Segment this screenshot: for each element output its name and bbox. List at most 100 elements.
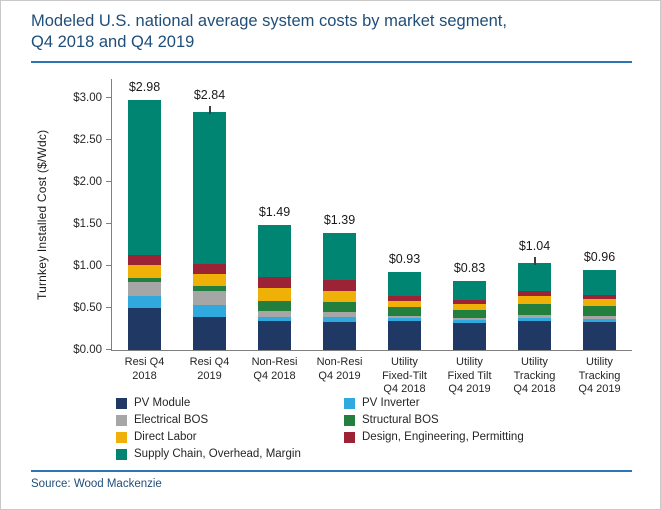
y-tick-mark [106,307,111,309]
legend-label: PV Inverter [362,397,420,410]
bar-column-4: $1.39 Non-Resi Q4 2019 [307,79,372,381]
legend-swatch [344,431,355,443]
segment-pv-module [583,321,616,351]
segment-direct-labor [258,288,291,301]
segment-pv-inverter [193,304,226,317]
legend-label: Supply Chain, Overhead, Margin [134,448,301,461]
segment-structural-bos [128,277,161,283]
stacked-bar [453,280,486,351]
y-tick-mark [106,181,111,183]
segment-electrical-bos [518,314,551,319]
segment-electrical-bos [258,310,291,317]
segment-pv-module [388,320,421,351]
segment-design-engineering-permitting [583,294,616,299]
segment-pv-inverter [323,317,356,322]
legend-label: Structural BOS [362,414,439,427]
bar-column-7: $1.04 Utility Tracking Q4 2018 [502,79,567,395]
bar-total-label: $0.96 [583,249,616,264]
bar-total-label: $1.04 [518,238,551,253]
legend-swatch [116,397,127,409]
segment-electrical-bos [453,317,486,321]
bar-column-6: $0.83 Utility Fixed Tilt Q4 2019 [437,79,502,396]
segment-electrical-bos [128,282,161,297]
bar-total-label: $2.84 [193,87,226,102]
y-axis-title: Turnkey Installed Cost ($/Wdc) [35,130,49,301]
x-category-label: Resi Q4 2019 [189,356,230,382]
bar-column-3: $1.49 Non-Resi Q4 2018 [242,79,307,382]
stacked-bar [258,225,291,351]
segment-direct-labor [323,290,356,303]
source-text: Source: Wood Mackenzie [31,478,162,491]
y-tick-mark [106,265,111,267]
segment-pv-module [258,320,291,351]
y-tick-label: $3.00 [73,92,102,105]
segment-supply-chain-overhead-margin [583,269,616,295]
stacked-bar [388,272,421,351]
segment-electrical-bos [583,315,616,320]
segment-direct-labor [583,298,616,306]
segment-pv-inverter [388,318,421,321]
segment-pv-inverter [583,319,616,322]
legend-swatch [344,397,355,409]
error-tick [208,105,211,114]
segment-pv-inverter [128,296,161,309]
x-category-label: Non-Resi Q4 2018 [251,356,298,382]
y-tick-mark [106,349,111,351]
y-tick-mark [106,139,111,141]
segment-design-engineering-permitting [258,277,291,289]
legend-item-direct-labor: Direct Labor [116,431,344,443]
segment-supply-chain-overhead-margin [323,233,356,281]
stacked-bar [128,99,161,351]
legend-swatch [116,431,127,443]
y-tick-mark [106,223,111,225]
plot-frame: $0.00 $0.50 $1.00 $1.50 $2.00 $2.50 $3.00 $2.9… [73,79,632,396]
segment-structural-bos [323,302,356,313]
legend-item-electrical-bos: Electrical BOS [116,414,344,426]
segment-design-engineering-permitting [518,291,551,297]
legend-item-pv-inverter: PV Inverter [344,397,632,409]
x-category-label: Non-Resi Q4 2019 [316,356,363,382]
segment-design-engineering-permitting [193,263,226,274]
bar-column-2: $2.84 Resi Q4 2019 [177,79,242,382]
stacked-bar [583,269,616,351]
segment-structural-bos [258,300,291,311]
y-tick-mark [106,97,111,99]
bar-total-label: $0.93 [388,252,421,267]
segment-direct-labor [518,296,551,305]
bottom-divider [31,470,632,473]
segment-supply-chain-overhead-margin [453,280,486,300]
x-category-label: Utility Tracking Q4 2018 [513,356,556,396]
plot-area: $2.98 Resi Q4 2018 $2.84 Resi Q4 2019 $1.49 Non… [112,79,632,396]
legend: PV Module PV Inverter Electrical BOS Struct… [116,397,632,460]
bar-total-label: $1.49 [258,205,291,220]
legend-swatch [116,448,127,460]
x-category-label: Resi Q4 2018 [124,356,165,382]
stacked-bar [518,262,551,351]
segment-supply-chain-overhead-margin [518,262,551,292]
segment-pv-module [518,320,551,351]
legend-label: Direct Labor [134,431,197,444]
bar-column-5: $0.93 Utility Fixed-Tilt Q4 2018 [372,79,437,395]
stacked-bar [323,233,356,351]
x-category-label: Utility Fixed Tilt Q4 2019 [447,356,492,396]
segment-direct-labor [193,273,226,287]
segment-supply-chain-overhead-margin [258,225,291,278]
legend-swatch [344,414,355,426]
segment-electrical-bos [388,315,421,319]
segment-design-engineering-permitting [323,280,356,291]
segment-design-engineering-permitting [388,295,421,301]
legend-item-supply-chain-overhead-margin: Supply Chain, Overhead, Margin [116,448,344,460]
x-category-label: Utility Fixed-Tilt Q4 2018 [382,356,427,396]
bar-total-label: $1.39 [323,213,356,228]
segment-supply-chain-overhead-margin [128,99,161,256]
segment-pv-module [193,316,226,351]
segment-structural-bos [193,286,226,291]
legend-swatch [116,414,127,426]
bar-total-label: $0.83 [453,260,486,275]
segment-structural-bos [583,305,616,316]
stacked-bar [193,111,226,351]
segment-direct-labor [388,300,421,308]
y-tick-label: $0.00 [73,344,102,357]
legend-label: Electrical BOS [134,414,209,427]
y-tick-label: $0.50 [73,302,102,315]
